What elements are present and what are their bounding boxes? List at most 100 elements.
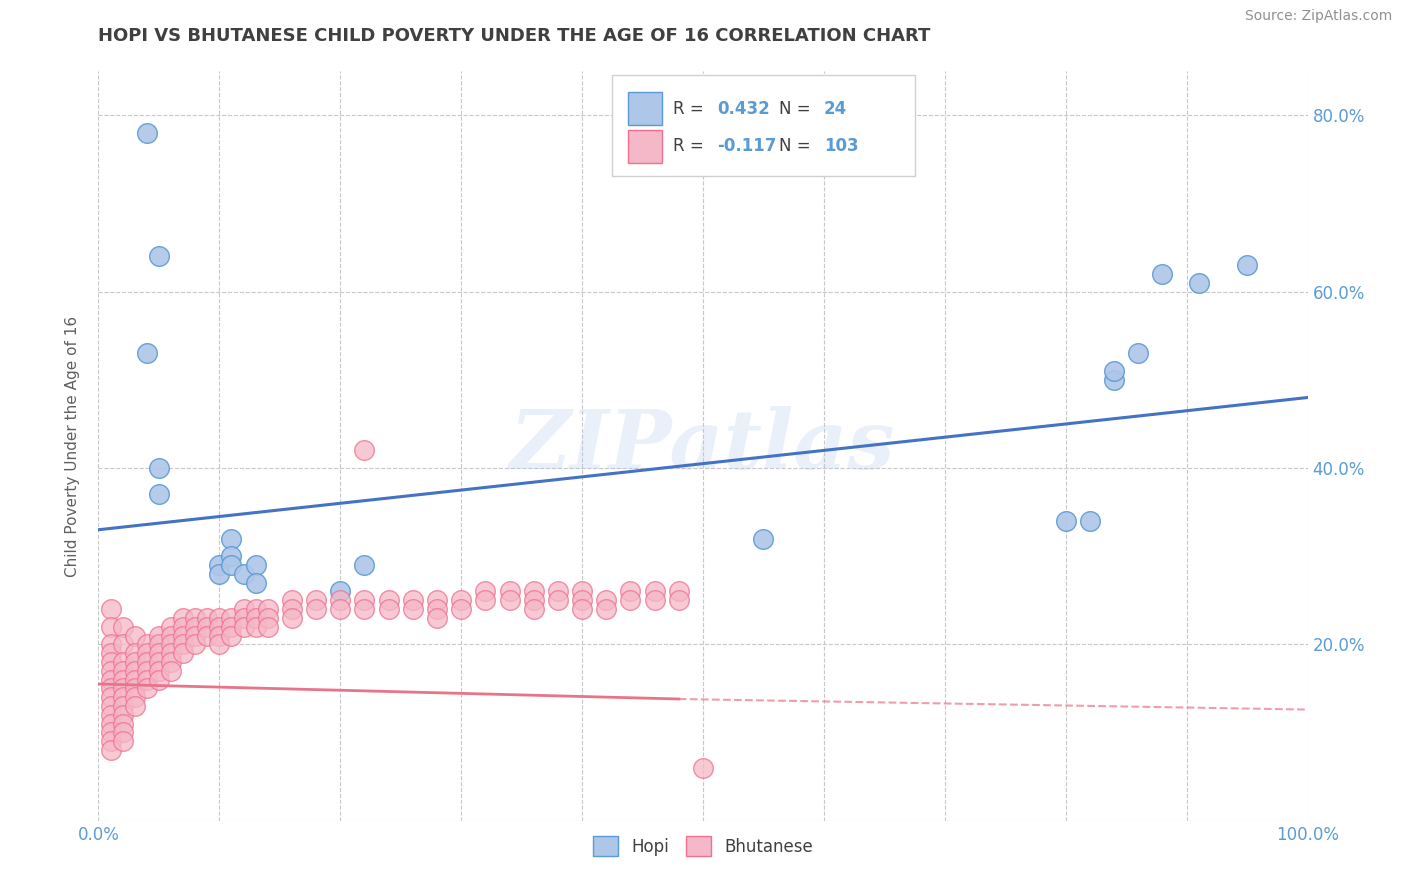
Point (208, 628, 231, 642)
Point (135, 646, 157, 660)
Point (148, 461, 170, 475)
Text: ZIPatlas: ZIPatlas (510, 406, 896, 486)
Point (668, 584, 690, 599)
Point (377, 593, 399, 607)
Point (111, 673, 134, 687)
Point (111, 734, 134, 748)
Point (329, 593, 352, 607)
Point (172, 637, 194, 651)
Point (232, 620, 254, 634)
Point (450, 593, 472, 607)
Point (1236, 258, 1258, 272)
Point (1188, 276, 1211, 290)
Point (595, 593, 617, 607)
Point (172, 620, 194, 634)
Point (752, 532, 775, 546)
Point (498, 584, 520, 599)
Point (692, 761, 714, 775)
Point (281, 602, 304, 616)
Point (353, 558, 375, 572)
Point (184, 628, 207, 642)
Point (172, 628, 194, 642)
Point (668, 593, 690, 607)
Point (148, 664, 170, 678)
Point (221, 628, 243, 642)
Point (208, 620, 231, 634)
Point (148, 655, 170, 669)
Point (160, 637, 183, 651)
Point (124, 690, 146, 705)
Point (100, 637, 122, 651)
Text: N =: N = (779, 100, 815, 118)
Point (1128, 346, 1150, 360)
Point (221, 532, 243, 546)
Point (124, 699, 146, 714)
Point (523, 593, 546, 607)
Point (100, 743, 122, 757)
Point (111, 681, 134, 696)
Point (353, 443, 375, 458)
Point (100, 734, 122, 748)
Point (148, 487, 170, 501)
Point (245, 575, 267, 590)
Point (195, 611, 218, 625)
Text: R =: R = (672, 137, 709, 155)
Point (148, 637, 170, 651)
Point (450, 602, 472, 616)
Point (100, 681, 122, 696)
Point (1152, 267, 1174, 281)
Point (100, 725, 122, 739)
Point (135, 637, 157, 651)
Point (111, 690, 134, 705)
Point (111, 707, 134, 722)
Point (124, 681, 146, 696)
Point (426, 611, 449, 625)
Point (221, 620, 243, 634)
Point (148, 250, 170, 264)
Point (547, 593, 569, 607)
Point (256, 611, 278, 625)
Point (148, 673, 170, 687)
Point (100, 655, 122, 669)
Point (245, 558, 267, 572)
Point (523, 602, 546, 616)
Point (305, 593, 328, 607)
Point (353, 593, 375, 607)
Point (160, 628, 183, 642)
Point (498, 593, 520, 607)
Text: HOPI VS BHUTANESE CHILD POVERTY UNDER THE AGE OF 16 CORRELATION CHART: HOPI VS BHUTANESE CHILD POVERTY UNDER TH… (98, 27, 931, 45)
Point (547, 584, 569, 599)
Legend: Hopi, Bhutanese: Hopi, Bhutanese (585, 828, 821, 864)
Point (111, 620, 134, 634)
Point (353, 602, 375, 616)
Point (172, 646, 194, 660)
Point (619, 584, 641, 599)
Point (160, 664, 183, 678)
Point (100, 646, 122, 660)
Point (208, 558, 231, 572)
Point (135, 346, 157, 360)
Text: N =: N = (779, 137, 815, 155)
Point (232, 611, 254, 625)
Point (281, 611, 304, 625)
Point (100, 699, 122, 714)
Point (160, 620, 183, 634)
Point (148, 646, 170, 660)
Point (595, 602, 617, 616)
Point (184, 620, 207, 634)
Point (160, 646, 183, 660)
Point (619, 593, 641, 607)
Point (184, 637, 207, 651)
Point (208, 611, 231, 625)
Bar (628, 130, 662, 162)
Point (100, 664, 122, 678)
Point (124, 673, 146, 687)
Point (160, 655, 183, 669)
Point (221, 549, 243, 564)
Point (1078, 514, 1101, 528)
Text: R =: R = (672, 100, 709, 118)
Point (100, 673, 122, 687)
Point (571, 602, 593, 616)
Point (148, 628, 170, 642)
Point (426, 602, 449, 616)
